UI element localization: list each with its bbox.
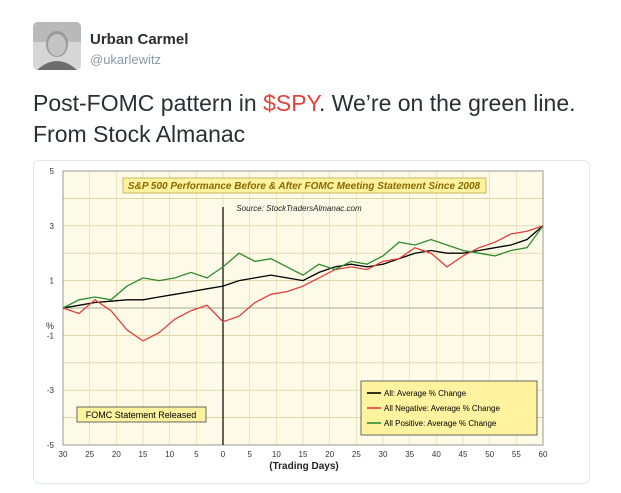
- x-tick-label: 50: [485, 450, 494, 459]
- series-line-3: [62, 225, 544, 309]
- x-tick-label: 40: [432, 450, 441, 459]
- x-tick-label: 20: [112, 450, 121, 459]
- x-tick-label: 10: [272, 450, 281, 459]
- chart-title-box: [122, 177, 487, 194]
- legend-entry: All Negative: Average % Change: [384, 404, 500, 413]
- tweet-text-before: Post-FOMC pattern in: [33, 90, 264, 116]
- x-tick-label: 20: [325, 450, 334, 459]
- x-tick-label: 5: [247, 450, 252, 459]
- grid: [62, 170, 544, 446]
- x-tick-label: 25: [352, 450, 361, 459]
- avatar-image: [33, 22, 81, 70]
- tweet-text-after: . We’re on the green line. From Stock Al…: [33, 90, 576, 147]
- legend-entry: All Positive: Average % Change: [384, 419, 497, 428]
- x-tick-label: 15: [299, 450, 308, 459]
- chart-title: S&P 500 Performance Before & After FOMC …: [128, 181, 481, 192]
- chart: 531-1-3-5 30 25 20 15 10 5 0 5 10 15 20 25 30 35 40 45 5…: [34, 161, 589, 483]
- x-tick-label: 30: [379, 450, 388, 459]
- x-tick-label: 0: [221, 450, 226, 459]
- x-tick-label: 10: [165, 450, 174, 459]
- x-tick-label: 35: [405, 450, 414, 459]
- x-tick-label: 45: [459, 450, 468, 459]
- y-tick-label: -1: [47, 331, 55, 340]
- annotation-box: [76, 406, 207, 423]
- chart-source: Source: StockTradersAlmanac.com: [236, 204, 362, 213]
- x-tick-label: 25: [85, 450, 94, 459]
- y-tick-label: -5: [47, 441, 55, 450]
- y-tick-label: -3: [47, 386, 55, 395]
- avatar[interactable]: [33, 22, 81, 70]
- fomc-annotation: FOMC Statement Released: [86, 410, 197, 420]
- author-name[interactable]: Urban Carmel: [90, 31, 189, 48]
- x-axis-label: (Trading Days): [269, 461, 338, 472]
- cashtag-link[interactable]: $SPY: [263, 90, 319, 116]
- series-line-2: [62, 225, 544, 342]
- author-handle[interactable]: @ukarlewitz: [90, 52, 161, 67]
- x-tick-label: 5: [194, 450, 199, 459]
- x-tick-label: 30: [59, 450, 68, 459]
- legend-box: [360, 380, 538, 436]
- legend: All: Average % Change All Negative: Avera…: [360, 380, 538, 436]
- tweet-text: Post-FOMC pattern in $SPY. We’re on the …: [33, 88, 603, 150]
- series-lines: [62, 225, 544, 342]
- y-tick-label: 5: [50, 167, 55, 176]
- media-card[interactable]: 5 3 1 -1 -3 -5 30 25 20 15 10 5 0 5 10 15 20 25 30 35 40 45 5…: [33, 160, 590, 484]
- legend-entry: All: Average % Change: [384, 389, 467, 398]
- x-tick-label: 55: [512, 450, 521, 459]
- y-axis-label: %: [46, 321, 54, 331]
- y-tick-label: 3: [50, 222, 55, 231]
- x-tick-label: 15: [139, 450, 148, 459]
- y-tick-label: 1: [50, 277, 55, 286]
- series-line-1: [62, 225, 544, 309]
- x-tick-labels: 30 25 20 15 10 5 0 5 10 15 20 25 30 35 40 45 50 55 60: [59, 450, 548, 459]
- y-tick-labels: 5 3 1 -1 -3 -5: [47, 167, 55, 450]
- x-tick-label: 60: [539, 450, 548, 459]
